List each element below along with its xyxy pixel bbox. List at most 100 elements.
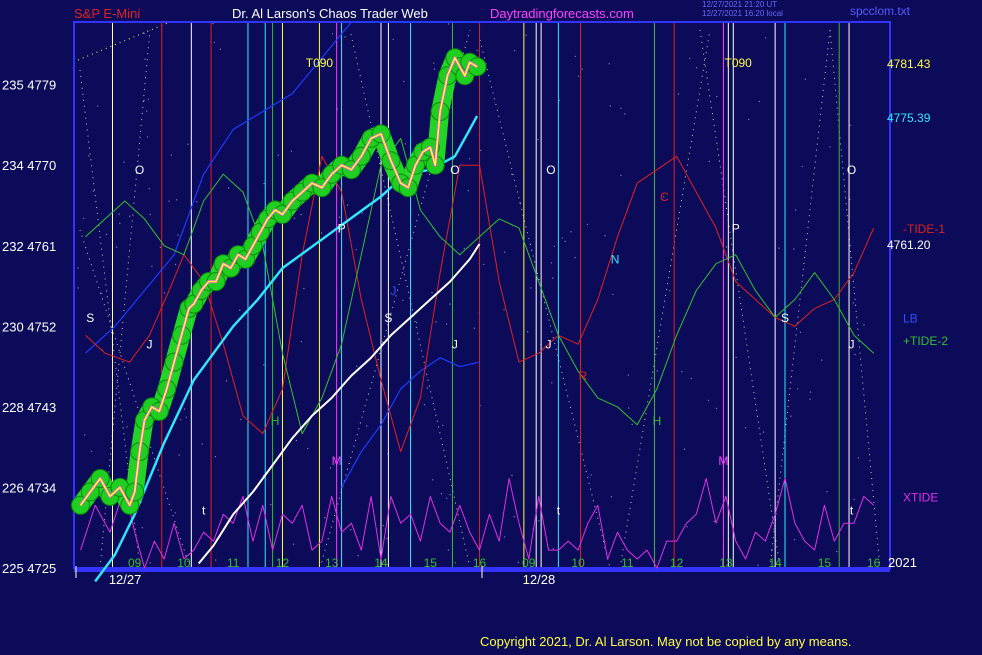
background-dot bbox=[141, 527, 143, 529]
background-dot bbox=[324, 516, 326, 519]
timestamp-local: 12/27/2021 16:20 local bbox=[702, 9, 783, 18]
background-dot bbox=[386, 537, 388, 540]
chart-annotation: J bbox=[146, 338, 152, 352]
y-tick-label: 225 4725 bbox=[2, 561, 56, 576]
background-dot bbox=[159, 246, 162, 248]
background-dot bbox=[129, 215, 131, 217]
site-link[interactable]: Daytradingforecasts.com bbox=[490, 6, 634, 21]
chart-annotation: S bbox=[86, 311, 94, 325]
background-dot bbox=[553, 245, 555, 247]
background-dot bbox=[442, 424, 444, 427]
hour-label: 10 bbox=[571, 556, 585, 570]
y-tick-label: 235 4779 bbox=[2, 78, 56, 93]
y-tick-label: 232 4761 bbox=[2, 239, 56, 254]
background-dot bbox=[338, 216, 341, 218]
background-dot bbox=[170, 154, 172, 156]
background-dot bbox=[852, 302, 854, 304]
background-dot bbox=[511, 474, 513, 477]
chart-annotation: O bbox=[847, 163, 856, 177]
background-dot bbox=[149, 562, 151, 564]
background-dot bbox=[669, 290, 671, 292]
chart-annotation: t bbox=[850, 503, 854, 517]
dotted-wave-line bbox=[699, 29, 781, 569]
y-tick-label: 234 4770 bbox=[2, 158, 56, 173]
hour-label: 16 bbox=[473, 556, 487, 570]
background-dot bbox=[476, 49, 478, 52]
background-dot bbox=[631, 423, 633, 426]
background-dot bbox=[105, 233, 108, 236]
background-dot bbox=[178, 454, 180, 456]
background-dot bbox=[795, 209, 797, 211]
background-dot bbox=[467, 190, 469, 192]
background-dot bbox=[480, 149, 482, 152]
background-dot bbox=[115, 246, 118, 248]
background-dot bbox=[277, 154, 279, 156]
background-dot bbox=[574, 256, 576, 259]
background-dot bbox=[797, 388, 799, 390]
year-label: 2021 bbox=[888, 555, 917, 570]
background-dot bbox=[331, 33, 334, 35]
price-line bbox=[79, 56, 478, 507]
background-dot bbox=[574, 55, 576, 58]
background-dot bbox=[656, 370, 658, 372]
series-label: XTIDE bbox=[903, 490, 938, 504]
background-dot bbox=[604, 235, 606, 237]
background-dot bbox=[185, 416, 187, 418]
background-dot bbox=[97, 105, 99, 108]
timestamp-ut: 12/27/2021 21:20 UT bbox=[702, 0, 778, 9]
background-dot bbox=[663, 196, 665, 198]
background-dot bbox=[552, 277, 554, 279]
background-dot bbox=[449, 303, 451, 305]
background-dot bbox=[564, 240, 566, 242]
background-dot bbox=[143, 99, 145, 102]
background-dot bbox=[446, 497, 448, 499]
chart-annotation: t bbox=[202, 503, 206, 517]
dotted-wave-line bbox=[829, 29, 881, 569]
dotted-wave-line bbox=[479, 39, 611, 569]
background-dot bbox=[628, 407, 630, 409]
background-dot bbox=[212, 22, 214, 25]
background-dot bbox=[526, 331, 529, 333]
background-dot bbox=[715, 407, 718, 410]
background-dot bbox=[77, 287, 79, 289]
background-dot bbox=[696, 67, 698, 69]
background-dot bbox=[558, 99, 560, 102]
dotted-wave-line bbox=[619, 29, 711, 569]
background-dot bbox=[836, 550, 838, 553]
background-dot bbox=[577, 75, 580, 78]
hour-label: 11 bbox=[621, 556, 634, 570]
background-dot bbox=[119, 222, 121, 225]
series-label: LB bbox=[903, 311, 918, 325]
background-dot bbox=[689, 57, 691, 60]
background-dot bbox=[344, 36, 346, 38]
background-dot bbox=[350, 529, 352, 531]
background-dot bbox=[519, 201, 521, 204]
background-dot bbox=[174, 512, 176, 514]
background-dot bbox=[725, 246, 728, 248]
background-dot bbox=[357, 554, 359, 557]
background-dot bbox=[483, 263, 485, 266]
background-dot bbox=[447, 549, 450, 551]
hour-label: 14 bbox=[768, 556, 782, 570]
chart-annotation: R bbox=[579, 369, 588, 383]
chart-annotation: P bbox=[732, 221, 740, 235]
background-dot bbox=[77, 267, 79, 269]
background-dot bbox=[820, 359, 823, 361]
background-dot bbox=[213, 41, 215, 44]
background-dot bbox=[612, 293, 614, 296]
right-value-label: 4781.43 bbox=[887, 57, 931, 71]
background-dot bbox=[447, 23, 450, 25]
dotted-wave-line bbox=[769, 29, 831, 569]
price-glow-band bbox=[71, 48, 487, 515]
background-dot bbox=[215, 559, 217, 561]
background-dot bbox=[538, 520, 540, 522]
background-dot bbox=[826, 491, 828, 493]
background-dot bbox=[793, 248, 795, 250]
background-dot bbox=[146, 110, 148, 112]
background-dot bbox=[392, 38, 394, 41]
series-label: -TIDE-1 bbox=[903, 222, 945, 236]
background-dot bbox=[707, 399, 709, 402]
chart-annotation: H bbox=[653, 414, 662, 428]
background-dot bbox=[183, 408, 186, 410]
